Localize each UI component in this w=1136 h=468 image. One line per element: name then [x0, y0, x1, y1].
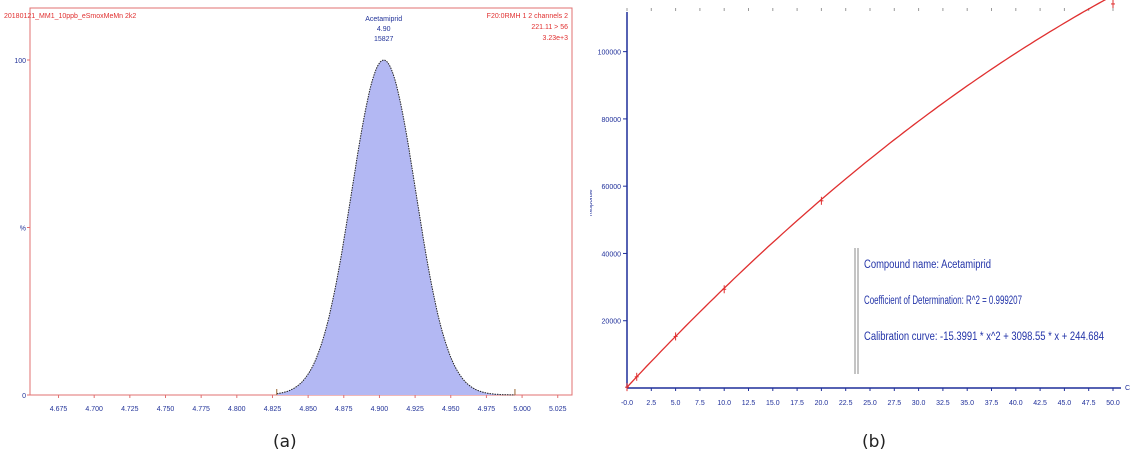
peak-outline — [276, 59, 515, 396]
x-tick-label: 35.0 — [960, 400, 974, 407]
x-tick-label: 42.5 — [1033, 400, 1047, 407]
x-tick-label: 5.025 — [549, 406, 567, 413]
x-tick-label: 40.0 — [1009, 400, 1023, 407]
x-tick-label: 37.5 — [985, 400, 999, 407]
peak-label: 15827 — [374, 36, 394, 43]
y-tick-label: % — [20, 226, 26, 233]
y-tick-label: 100 — [14, 58, 26, 65]
x-tick-label: 20.0 — [815, 400, 829, 407]
x-tick-label: 5.000 — [513, 406, 531, 413]
x-tick-label: 27.5 — [887, 400, 901, 407]
x-tick-label: 47.5 — [1082, 400, 1096, 407]
x-tick-label: 4.775 — [192, 406, 210, 413]
y-tick-label: 80000 — [602, 117, 622, 124]
peak-label: Acetamiprid — [365, 16, 402, 23]
legend-line: Compound name: Acetamiprid — [864, 259, 991, 271]
x-tick-label: 45.0 — [1058, 400, 1072, 407]
x-tick-label: 17.5 — [790, 400, 804, 407]
chart-b-calibration: 20000 40000 60000 80000 100000 Response -0.0 2.… — [590, 0, 1130, 407]
plot-frame — [29, 7, 573, 396]
x-tick-label: 4.725 — [121, 406, 139, 413]
y-tick-label: 20000 — [602, 319, 622, 326]
x-tick-label: 15.0 — [766, 400, 780, 407]
y-axis-label: Response — [590, 189, 594, 217]
caption-a: (a) — [273, 432, 297, 452]
x-tick-label: 4.750 — [157, 406, 175, 413]
y-tick-label: 100000 — [598, 50, 621, 57]
legend-line: Calibration curve: -15.3991 * x^2 + 3098… — [864, 331, 1104, 343]
peak-area — [276, 60, 515, 395]
x-tick-label: 7.5 — [695, 400, 705, 407]
x-tick-label: 12.5 — [742, 400, 756, 407]
x-tick-label: 10.0 — [717, 400, 731, 407]
header-right-line: 3.23e+3 — [543, 35, 569, 42]
header-right-line: 221.11 > 56 — [531, 24, 568, 31]
x-tick-label: 4.800 — [228, 406, 246, 413]
x-tick-label: 50.0 — [1106, 400, 1120, 407]
header-right-line: F20:0RMH 1 2 channels 2 — [487, 13, 568, 20]
legend-line: Coefficient of Determination: R^2 = 0.99… — [864, 295, 1022, 307]
x-tick-label: 25.0 — [863, 400, 877, 407]
x-tick-label: 4.875 — [335, 406, 353, 413]
x-tick-label: 4.675 — [50, 406, 68, 413]
x-tick-label: 30.0 — [912, 400, 926, 407]
x-tick-label: 4.975 — [478, 406, 496, 413]
x-tick-label: -0.0 — [621, 400, 633, 407]
x-tick-label: 22.5 — [839, 400, 853, 407]
x-tick-label: 4.825 — [264, 406, 282, 413]
y-tick-label: 40000 — [602, 251, 622, 258]
x-tick-label: 4.950 — [442, 406, 460, 413]
x-tick-label: 5.0 — [671, 400, 681, 407]
peak-label: 4.90 — [377, 26, 391, 33]
x-tick-label: 4.925 — [406, 406, 424, 413]
header-left: 20180121_MM1_10ppb_eSmoxMeMn 2k2 — [4, 13, 136, 20]
x-tick-label: 4.900 — [371, 406, 389, 413]
caption-b: (b) — [862, 432, 887, 452]
calibration-curve — [626, 0, 1107, 388]
x-tick-label: 4.850 — [299, 406, 317, 413]
x-axis-label: Conc — [1125, 385, 1130, 392]
x-tick-label: 2.5 — [646, 400, 656, 407]
x-tick-label: 4.700 — [85, 406, 103, 413]
chart-a-chromatogram: 20180121_MM1_10ppb_eSmoxMeMn 2k2 F20:0RMH… — [4, 7, 573, 413]
y-tick-label: 0 — [22, 393, 26, 400]
y-tick-label: 60000 — [602, 184, 622, 191]
x-tick-label: 32.5 — [936, 400, 950, 407]
